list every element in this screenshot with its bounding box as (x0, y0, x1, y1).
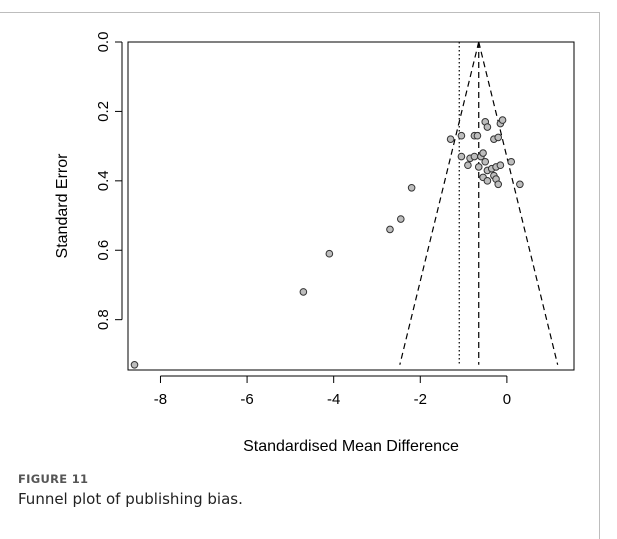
y-axis: 0.0 0.2 0.4 0.6 0.8 (95, 32, 123, 330)
data-point (507, 157, 516, 166)
funnel-right-line (478, 41, 559, 365)
x-axis-title: Standardised Mean Difference (243, 438, 459, 455)
data-point (473, 131, 482, 140)
data-point (130, 360, 139, 369)
x-tick-label: -2 (414, 391, 427, 408)
y-tick-label: 0.8 (95, 309, 112, 330)
figure-caption: Funnel plot of publishing bias. (18, 490, 243, 508)
right-border (599, 12, 600, 539)
data-point (474, 163, 483, 171)
data-point (470, 152, 479, 161)
y-tick-label: 0.2 (95, 101, 112, 122)
figure-frame (0, 12, 600, 539)
figure-label: FIGURE 11 (18, 472, 89, 486)
funnel-left-line (399, 41, 480, 365)
top-border (0, 12, 600, 13)
y-tick-label: 0.4 (95, 170, 112, 191)
data-point (498, 116, 507, 124)
data-point (496, 161, 505, 170)
data-point (386, 225, 394, 234)
funnel-lines (399, 41, 559, 365)
data-point (407, 183, 416, 192)
x-tick-label: -4 (327, 391, 340, 408)
data-point (396, 215, 405, 223)
data-point (516, 180, 524, 189)
y-tick-label: 0.6 (95, 240, 112, 261)
x-axis: -8 -6 -4 -2 0 (154, 375, 511, 408)
x-tick-label: 0 (503, 391, 511, 408)
data-point (325, 249, 334, 258)
data-point (494, 133, 503, 142)
y-tick-label: 0.0 (95, 32, 112, 53)
data-point (446, 135, 455, 143)
data-point (457, 152, 466, 161)
data-point (483, 177, 492, 185)
data-point (479, 149, 487, 157)
data-point (464, 161, 472, 170)
data-points (130, 116, 524, 369)
plot-area (127, 41, 575, 371)
x-tick-label: -6 (240, 391, 253, 408)
data-point (483, 123, 492, 131)
x-tick-label: -8 (154, 391, 167, 408)
data-point (481, 157, 490, 166)
data-point (494, 180, 503, 189)
data-point (457, 131, 466, 140)
data-point (299, 288, 308, 296)
funnel-plot: -8 -6 -4 -2 0 0.0 0.2 0.4 0.6 0.8 Standardised M… (54, 32, 575, 455)
y-axis-title: Standard Error (54, 153, 71, 259)
